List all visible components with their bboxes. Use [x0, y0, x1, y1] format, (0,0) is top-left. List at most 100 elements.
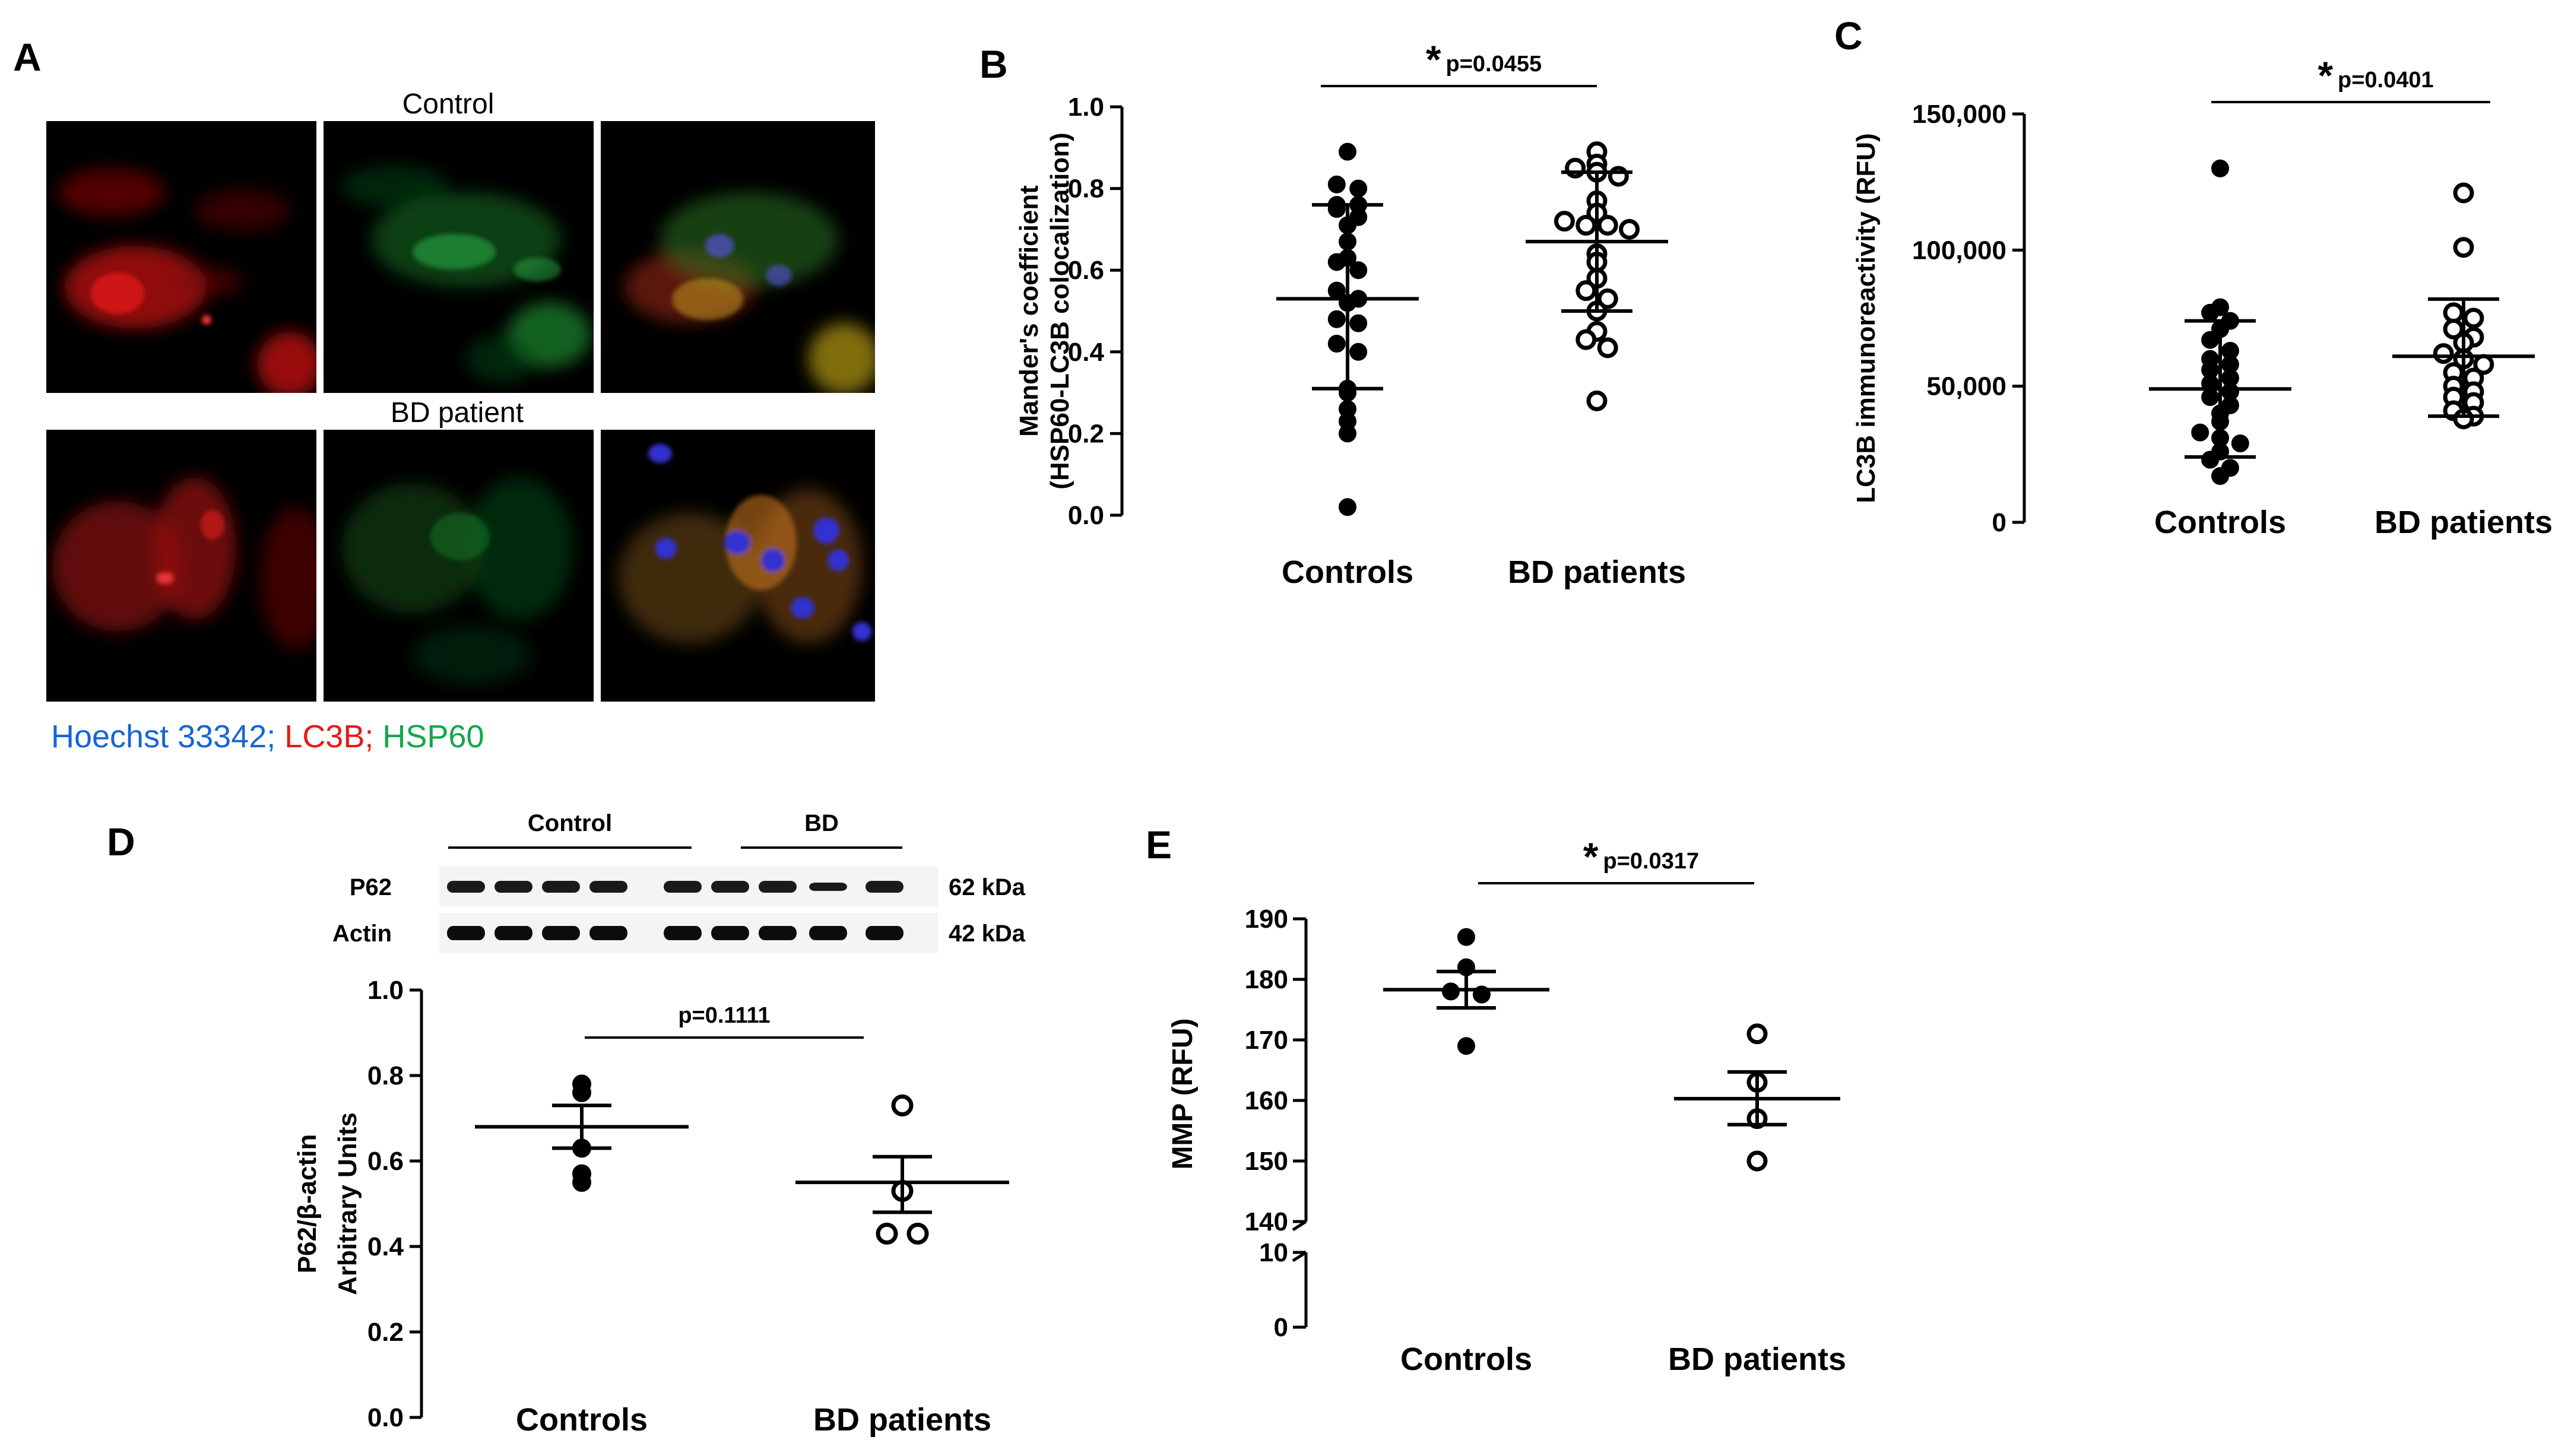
c-y-tick-label: 100,000 — [1912, 236, 2006, 265]
c-y-tick-label: 0 — [1992, 508, 2006, 537]
micro-control-lc3b-image — [46, 121, 316, 393]
b-data-point — [1327, 310, 1346, 328]
e-data-point — [1457, 1037, 1475, 1055]
micro-bd-merge-image — [601, 430, 875, 702]
wb-band-actin — [447, 926, 485, 940]
c-p-value: p=0.0401 — [2338, 68, 2434, 93]
e-y-tick-label: 160 — [1245, 1086, 1288, 1115]
b-data-point — [1327, 175, 1346, 194]
b-data-point — [1554, 211, 1575, 232]
panel-label-a: A — [13, 35, 42, 79]
c-y-axis-label: LC3B immunoreactivity (RFU) — [1852, 133, 1881, 503]
panel-label-d: D — [107, 820, 135, 864]
d-data-point — [876, 1222, 898, 1245]
micro-bd-hsp60-image — [324, 430, 594, 702]
e-y-tick-label: 0 — [1274, 1313, 1288, 1342]
c-data-point — [2201, 388, 2220, 407]
e-y-tick-label: 180 — [1245, 965, 1288, 994]
b-p-value: p=0.0455 — [1446, 52, 1542, 77]
b-data-point — [1597, 288, 1618, 309]
wb-band-actin — [589, 926, 627, 940]
c-data-point — [2453, 237, 2474, 258]
d-y-tick-label: 0.6 — [367, 1147, 404, 1176]
b-y-tick-label: 0.0 — [1068, 501, 1104, 530]
channel-legend: Hoechst 33342; LC3B; HSP60 — [51, 718, 484, 755]
d-y-tick-label: 0.2 — [367, 1318, 404, 1347]
b-data-point — [1349, 342, 1368, 361]
wb-row-size-actin: 42 kDa — [949, 921, 1026, 947]
b-data-point — [1575, 215, 1597, 236]
d-data-point — [906, 1222, 929, 1245]
c-data-point — [2201, 451, 2220, 469]
b-y-tick-label: 0.2 — [1068, 419, 1104, 448]
b-data-point — [1619, 218, 1640, 240]
e-data-point — [1746, 1150, 1768, 1172]
panel-label-b: B — [979, 42, 1008, 86]
wb-band-p62 — [866, 881, 904, 893]
wb-band-actin — [542, 926, 580, 940]
d-y-tick-label: 0.8 — [367, 1061, 404, 1090]
wb-band-p62 — [664, 881, 702, 893]
c-data-point — [2201, 303, 2220, 322]
d-y-tick-label: 0.0 — [367, 1403, 404, 1432]
wb-band-actin — [759, 926, 797, 940]
c-category-label: Controls — [2154, 505, 2286, 540]
c-data-point — [2443, 302, 2464, 323]
b-data-point — [1575, 329, 1597, 350]
b-data-point — [1327, 253, 1346, 271]
panel-label-e: E — [1146, 823, 1172, 867]
b-data-point — [1597, 337, 1618, 359]
d-category-label: BD patients — [813, 1402, 991, 1438]
wb-band-p62 — [759, 881, 797, 893]
wb-band-actin — [494, 926, 532, 940]
e-data-point — [1442, 982, 1460, 1001]
c-data-point — [2463, 307, 2484, 329]
wb-row-label-p62: P62 — [350, 874, 392, 900]
wb-group-label-bd: BD — [804, 810, 839, 836]
b-y-tick-label: 0.8 — [1068, 175, 1104, 204]
e-data-point — [1746, 1023, 1768, 1045]
b-data-point — [1597, 215, 1618, 236]
e-significance-star: * — [1583, 835, 1599, 878]
wb-band-p62 — [809, 883, 847, 891]
wb-row-label-actin: Actin — [332, 921, 392, 947]
wb-band-actin — [809, 926, 847, 940]
e-category-label: Controls — [1400, 1341, 1532, 1377]
d-y-axis-label: P62/β-actin — [293, 1134, 322, 1274]
wb-band-actin — [866, 926, 904, 940]
b-y-tick-label: 0.6 — [1068, 256, 1104, 285]
b-y-axis-label: Mander's coefficient — [1015, 185, 1044, 437]
b-category-label: BD patients — [1508, 554, 1686, 590]
b-data-point — [1349, 314, 1368, 332]
panel-label-c: C — [1834, 14, 1863, 58]
c-y-tick-label: 150,000 — [1912, 100, 2006, 129]
wb-band-actin — [711, 926, 749, 940]
b-category-label: Controls — [1282, 554, 1413, 590]
wb-band-p62 — [589, 881, 627, 893]
c-data-point — [2453, 182, 2474, 204]
c-y-tick-label: 50,000 — [1926, 372, 2006, 401]
e-data-point — [1457, 928, 1475, 946]
c-data-point — [2191, 423, 2209, 442]
b-y-tick-label: 0.4 — [1068, 338, 1105, 367]
e-category-label: BD patients — [1668, 1341, 1846, 1377]
d-data-point — [891, 1094, 914, 1116]
e-y-tick-label: 190 — [1245, 905, 1288, 934]
b-data-point — [1349, 179, 1368, 198]
wb-band-p62 — [711, 881, 749, 893]
e-y-axis-label: MMP (RFU) — [1167, 1018, 1199, 1169]
c-significance-star: * — [2318, 53, 2333, 97]
d-data-point — [572, 1083, 591, 1102]
b-significance-star: * — [1426, 37, 1441, 81]
b-data-point — [1327, 335, 1346, 353]
b-y-tick-label: 1.0 — [1068, 93, 1104, 122]
d-p-value: p=0.1111 — [678, 1003, 770, 1028]
b-y-axis-label: (HSP60-LC3B colocalization) — [1045, 132, 1074, 489]
e-p-value: p=0.0317 — [1603, 849, 1700, 874]
legend-lc3b: LC3B; — [284, 719, 374, 754]
micro-control-hsp60-image — [324, 121, 594, 393]
c-data-point — [2211, 467, 2229, 486]
wb-row-size-p62: 62 kDa — [949, 874, 1026, 900]
b-data-point — [1349, 261, 1368, 280]
b-data-point — [1586, 390, 1608, 411]
